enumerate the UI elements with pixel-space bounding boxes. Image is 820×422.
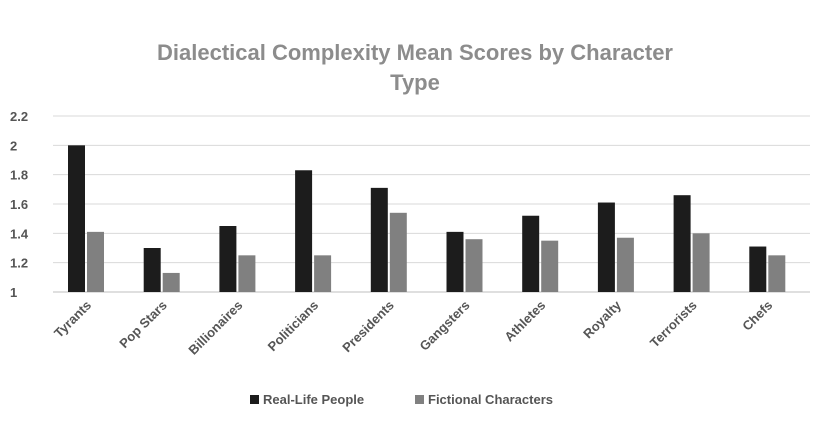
bar-pop-stars-real-life: [143, 248, 161, 292]
bar-politicians-fictional: [314, 255, 332, 292]
bar-presidents-fictional: [389, 212, 407, 292]
bar-billionaires-fictional: [238, 255, 256, 292]
x-tick-label-terrorists: Terrorists: [647, 298, 700, 351]
legend: Real-Life People Fictional Characters: [250, 392, 553, 407]
bar-athletes-real-life: [522, 215, 540, 292]
gridlines: [53, 115, 810, 293]
bar-athletes-fictional: [541, 240, 559, 292]
bars: [68, 145, 786, 292]
y-axis-ticks: 1 1.2 1.4 1.6 1.8 2 2.2: [10, 109, 29, 300]
y-tick-label: 1.2: [10, 256, 28, 271]
x-tick-label-pop-stars: Pop Stars: [116, 298, 170, 352]
bar-gangsters-real-life: [446, 231, 464, 292]
x-tick-label-athletes: Athletes: [501, 298, 548, 345]
chart-title: Dialectical Complexity Mean Scores by Ch…: [157, 40, 673, 95]
x-tick-label-politicians: Politicians: [265, 298, 322, 355]
bar-presidents-real-life: [370, 187, 388, 292]
bar-royalty-real-life: [597, 202, 615, 292]
chart-title-line-1: Dialectical Complexity Mean Scores by Ch…: [157, 40, 673, 65]
bar-royalty-fictional: [616, 237, 634, 292]
bar-pop-stars-fictional: [162, 272, 180, 292]
bar-terrorists-real-life: [673, 195, 691, 292]
chart-title-line-2: Type: [390, 70, 440, 95]
legend-swatch-real-life: [250, 395, 259, 404]
bar-chefs-real-life: [749, 246, 767, 292]
bar-gangsters-fictional: [465, 239, 483, 292]
y-tick-label: 2: [10, 138, 17, 153]
legend-label-fictional: Fictional Characters: [428, 392, 553, 407]
bar-tyrants-real-life: [68, 145, 85, 292]
bar-politicians-real-life: [295, 170, 313, 292]
y-tick-label: 2.2: [10, 109, 28, 124]
y-tick-label: 1: [10, 285, 17, 300]
x-tick-label-chefs: Chefs: [739, 298, 775, 334]
x-tick-label-royalty: Royalty: [580, 297, 624, 341]
x-axis-ticks: Tyrants Pop Stars Billionaires Politicians P…: [51, 297, 775, 358]
x-tick-label-billionaires: Billionaires: [185, 298, 245, 358]
bar-tyrants-fictional: [87, 231, 104, 292]
x-tick-label-tyrants: Tyrants: [51, 298, 94, 341]
bar-chefs-fictional: [768, 255, 786, 292]
y-tick-label: 1.6: [10, 197, 28, 212]
legend-label-real-life: Real-Life People: [263, 392, 364, 407]
bar-terrorists-fictional: [692, 233, 710, 292]
x-tick-label-presidents: Presidents: [339, 298, 397, 356]
bar-billionaires-real-life: [219, 226, 237, 292]
legend-swatch-fictional: [415, 395, 424, 404]
y-tick-label: 1.8: [10, 168, 28, 183]
y-tick-label: 1.4: [10, 226, 29, 241]
x-tick-label-gangsters: Gangsters: [417, 298, 473, 354]
